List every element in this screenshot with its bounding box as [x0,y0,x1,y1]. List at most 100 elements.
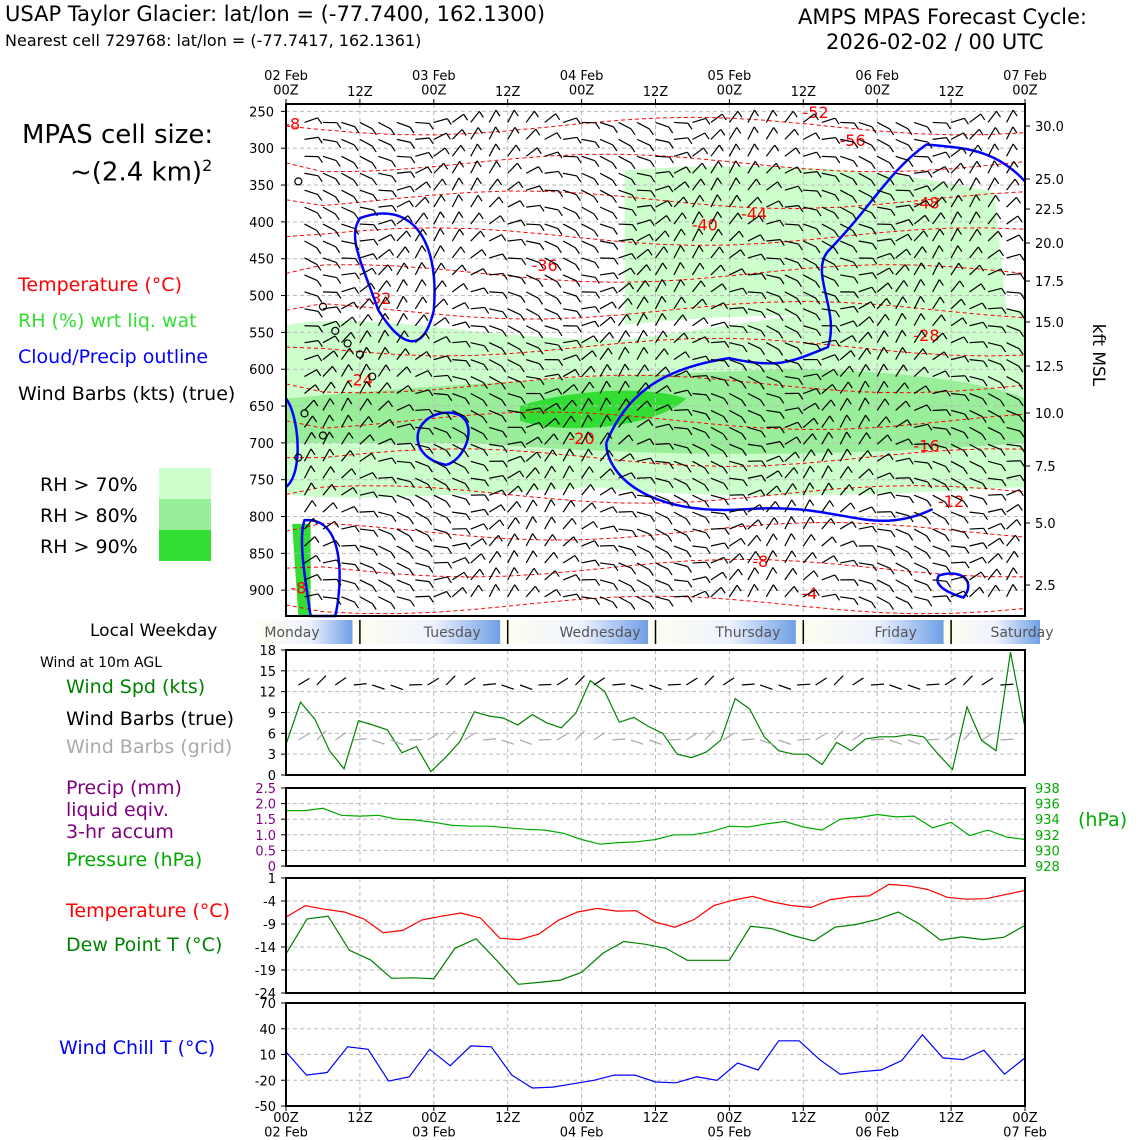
wind-barb [821,555,835,564]
wind-barb-feather [501,489,507,497]
wind-barb-feather [495,584,501,591]
wind-barb [858,155,872,164]
wind-barb [710,211,719,225]
wind-barb-feather [593,196,599,203]
wind-barb [876,416,887,428]
wind-barb-feather [1019,311,1025,319]
wind-barb-feather [539,185,545,193]
wind-barb [1006,443,1021,447]
wind-barb-feather [778,365,784,373]
wind-barb-feather [995,194,1000,202]
wind-barb [452,477,466,485]
wind-barb [303,482,312,496]
weekday-cell [258,620,353,644]
wind-barb-feather [1001,326,1007,334]
wind-barb-feather [815,388,821,395]
weekday-band: Monday Tuesday Wednesday Thursday Friday Satu… [258,620,1054,644]
wind-barb-feather [446,532,452,540]
pressure-tick-label: 650 [249,400,274,415]
wind-barb-feather [631,549,637,557]
wind-barb-feather [595,122,601,130]
wind-barb [433,374,448,378]
wind-barb [507,584,516,598]
surface-wind-barb [593,677,606,686]
wind-barb [544,206,559,211]
wind-barb-feather [871,286,877,294]
wind-barb [1006,291,1021,294]
wind-barb [821,574,836,581]
wind-barb-feather [390,586,396,593]
wind-barb-feather [754,109,760,117]
weekday-cell [795,620,944,644]
wind-barb-feather [391,457,397,465]
wind-barb [1006,325,1020,332]
wind-barb [914,596,928,601]
wind-barb [415,121,430,125]
wind-barb-feather [459,161,465,168]
wind-barb-feather [703,147,709,155]
wind-barb [359,434,371,445]
wind-barb [322,578,337,581]
wind-barb-feather [330,381,336,389]
wind-barb-feather [685,518,691,526]
wind-barb [673,443,688,449]
wind-barb [840,559,855,564]
wind-barb-feather [682,314,688,322]
wind-barb [895,329,903,343]
wind-barb [433,494,447,502]
wind-barb [378,248,390,259]
wind-barb-feather [851,335,857,342]
wind-barb [599,397,607,411]
wind-barb [950,178,960,191]
wind-barb [544,113,557,123]
wind-barb-feather [348,432,354,439]
wind-barb-feather [513,567,519,574]
wind-barb [489,325,503,332]
wind-barb-feather [667,535,673,543]
surface-wind-barb [778,739,792,745]
wind-barb [433,545,448,549]
wind-barb [895,155,910,162]
wind-barb-feather [575,354,581,362]
wind-barb [895,248,907,259]
wind-barb-feather [428,152,434,159]
wind-barb [636,204,651,208]
isotherm-line [285,300,1026,320]
wind-barb-feather [626,314,632,321]
wind-barb [396,313,405,327]
wind-barb [451,443,465,452]
wind-barb-feather [908,534,914,541]
wind-barb-feather [519,349,525,356]
wind-barb-feather [779,441,785,448]
wind-barb-feather [553,433,559,441]
surface-wind-barb [889,739,902,745]
wind-barb-feather [964,413,970,421]
wind-barb [858,240,873,245]
wind-barb-feather [613,243,619,250]
wind-barb-feather [723,557,729,564]
wind-barb [414,314,425,327]
weekday-label: Local Weekday [90,621,218,641]
wind-barb-feather [609,468,615,476]
wind-barb-feather [588,466,594,473]
wind-barb-feather [495,143,501,151]
wind-barb [599,347,609,360]
wind-barb-feather [479,568,485,576]
wind-barb-feather [846,448,852,456]
wind-barb-feather [835,339,841,347]
wind-barb [340,332,352,344]
wind-barb-feather [831,384,837,391]
wind-barb-feather [316,212,322,220]
wind-barb [839,414,848,428]
wind-barb [765,567,774,581]
wind-barb-feather [336,579,342,586]
wind-barb-feather [813,570,819,578]
wind-barb-feather [443,298,449,306]
wind-barb-feather [483,449,489,457]
wind-barb-feather [1014,178,1020,186]
wind-barb-feather [668,599,674,607]
wind-barb-feather [519,470,525,478]
wind-barb-feather [351,468,357,476]
wind-barb [710,542,725,547]
